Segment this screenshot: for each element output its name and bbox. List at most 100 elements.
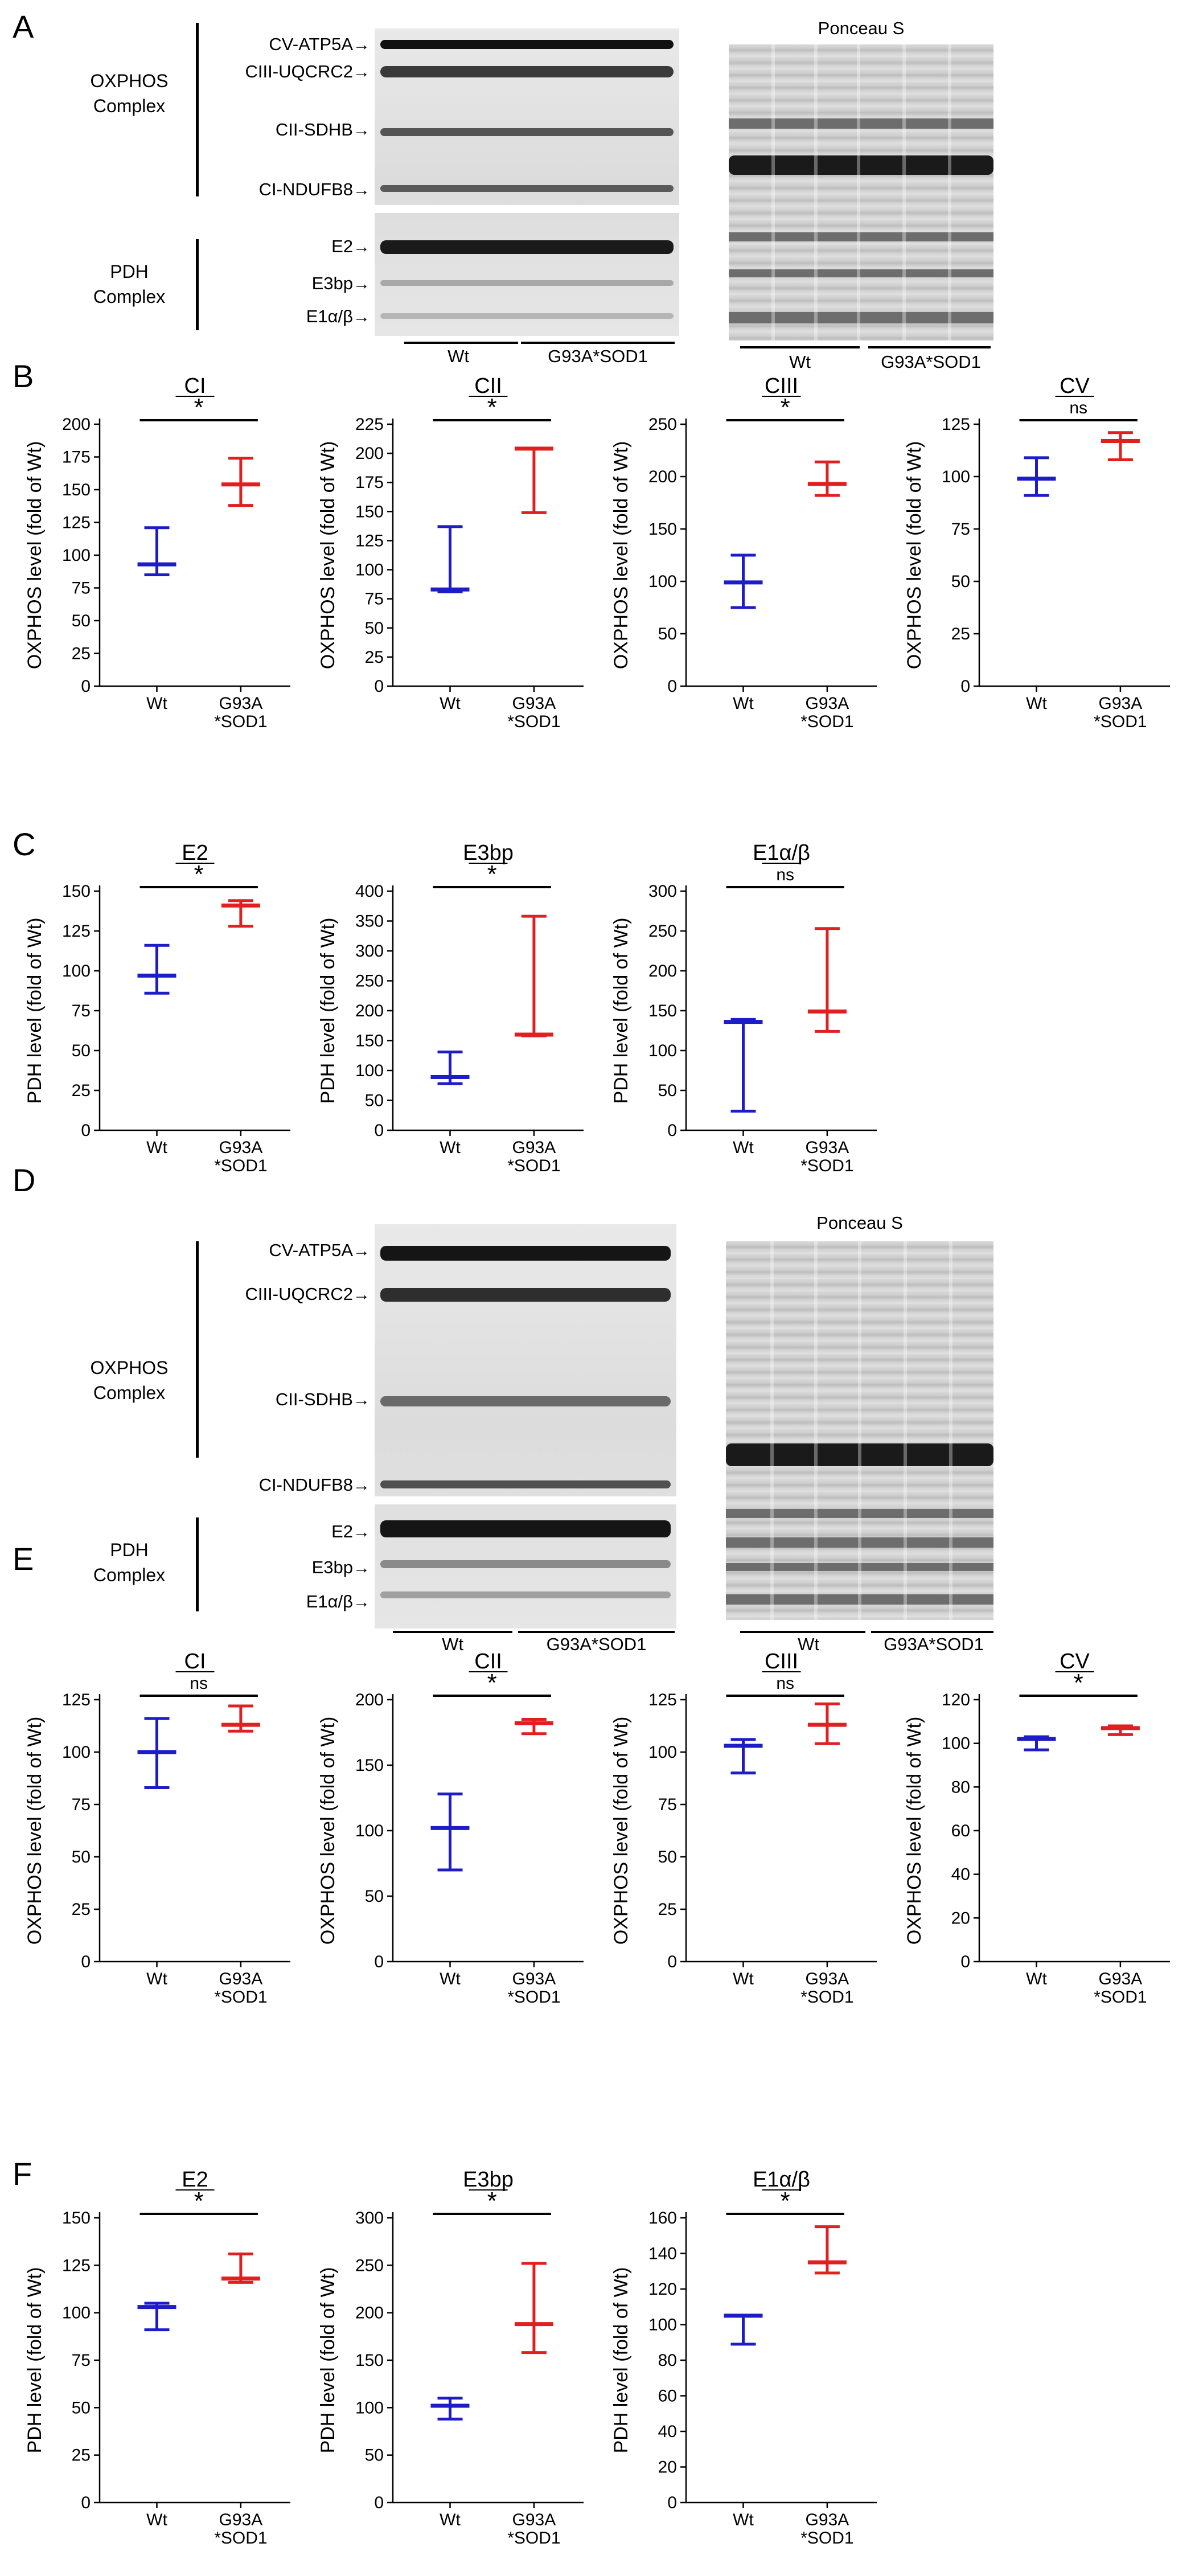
y-tick-label: 0 <box>667 2493 677 2512</box>
lane-label-wt-d: Wt <box>442 1634 463 1654</box>
y-tick-label: 25 <box>72 2446 91 2465</box>
y-axis-label: OXPHOS level (fold of Wt) <box>904 441 925 670</box>
y-tick-label: 50 <box>72 612 91 630</box>
y-tick-label: 25 <box>658 1900 677 1919</box>
x-tick-label: Wt <box>733 1138 754 1157</box>
y-tick-label: 125 <box>942 415 970 434</box>
y-tick-label: 100 <box>355 1822 384 1840</box>
y-tick-label: 100 <box>648 572 677 591</box>
chart-c-e1ab: E1α/βns 0 50 100 150 200 250 300 PDH level (fold… <box>610 841 877 1175</box>
ponceau-image-a <box>729 44 993 341</box>
chart-title: E1α/β <box>753 2168 810 2192</box>
blot-label-cv-d: CV-ATP5A→ <box>269 1240 370 1260</box>
y-tick-label: 100 <box>62 546 91 565</box>
ponceau-image-d <box>726 1241 993 1620</box>
y-tick-label: 50 <box>72 2398 91 2417</box>
chart-b-cii: CII* 0 25 50 75 100 125 150 175 200 225 OXPHOS leve… <box>317 374 584 731</box>
x-tick-label: Wt <box>440 694 461 713</box>
x-tick-label: G93A <box>512 1970 556 1988</box>
panel-letter-f: F <box>13 2156 32 2192</box>
y-tick-label: 100 <box>62 2304 91 2323</box>
y-tick-label: 40 <box>951 1865 970 1884</box>
y-tick-label: 80 <box>951 1778 970 1796</box>
oxphos-bracket <box>196 23 199 196</box>
x-tick-label: G93A <box>512 2511 556 2529</box>
western-blot-image-a <box>375 28 679 336</box>
ponceau-title-d: Ponceau S <box>816 1213 903 1233</box>
y-tick-label: 150 <box>62 481 91 499</box>
panel-letter-d: D <box>13 1162 36 1198</box>
y-tick-label: 0 <box>667 1952 677 1971</box>
ponceau-bar-mut-d <box>871 1631 993 1633</box>
chart-f-e3bp: E3bp* 0 50 100 150 200 250 300 PDH level (fold o… <box>317 2168 584 2548</box>
y-tick-label: 75 <box>72 579 91 598</box>
oxphos-group-label: OXPHOS Complex <box>90 71 169 116</box>
panel-letter-e: E <box>13 1541 34 1577</box>
x-tick-label: Wt <box>146 1138 167 1157</box>
y-tick-label: 150 <box>62 882 91 901</box>
y-tick-label: 200 <box>62 415 91 434</box>
blot-label-cii-d: CII-SDHB→ <box>275 1389 370 1409</box>
panel-letter-b: B <box>13 358 34 394</box>
y-axis-label: OXPHOS level (fold of Wt) <box>904 1717 925 1945</box>
blot-label-e2-d: E2→ <box>331 1521 370 1541</box>
x-tick-label: *SOD1 <box>800 712 853 731</box>
y-tick-label: 50 <box>658 1848 677 1867</box>
pdh-group-label-d: PDH Complex <box>93 1540 166 1585</box>
y-tick-label: 50 <box>72 1041 91 1060</box>
ponceau-lane-wt-a: Wt <box>789 352 811 372</box>
y-tick-label: 0 <box>667 1121 677 1140</box>
ponceau-title-a: Ponceau S <box>818 18 905 38</box>
chart-title: E1α/β <box>753 841 810 865</box>
x-tick-label: *SOD1 <box>507 712 560 731</box>
blot-label-ciii-d: CIII-UQCRC2→ <box>245 1284 370 1304</box>
chart-title: CIII <box>765 374 798 398</box>
y-tick-label: 50 <box>365 619 384 638</box>
y-tick-label: 25 <box>365 648 384 667</box>
significance-label: * <box>781 2187 790 2215</box>
y-tick-label: 250 <box>648 922 677 941</box>
y-tick-label: 100 <box>355 1061 384 1080</box>
ponceau-bar-wt-a <box>740 346 860 348</box>
significance-label: * <box>194 2187 204 2215</box>
ponceau-lane-mut-a: G93A*SOD1 <box>881 352 981 372</box>
y-tick-label: 125 <box>62 1691 91 1709</box>
x-tick-label: Wt <box>1026 1970 1047 1988</box>
y-tick-label: 100 <box>62 962 91 981</box>
chart-e-cv: CV* 0 20 40 60 80 100 120 OXPHOS level (fold of … <box>904 1650 1170 2007</box>
y-tick-label: 50 <box>951 572 970 591</box>
blot-label-cv: CV-ATP5A→ <box>269 34 370 54</box>
y-tick-label: 125 <box>62 514 91 532</box>
x-tick-label: Wt <box>146 2511 167 2529</box>
x-tick-label: G93A <box>806 694 849 713</box>
y-tick-label: 225 <box>355 415 384 434</box>
y-axis-label: OXPHOS level (fold of Wt) <box>24 1717 46 1945</box>
y-tick-label: 100 <box>648 2316 677 2335</box>
y-tick-label: 100 <box>355 561 384 580</box>
lane-label-mut-a: G93A*SOD1 <box>548 346 648 366</box>
x-tick-label: *SOD1 <box>507 1988 560 2007</box>
x-tick-label: G93A <box>1099 694 1143 713</box>
y-tick-label: 0 <box>960 1952 970 1971</box>
chart-b-ci: CI* 0 25 50 75 100 125 150 175 200 OXPHOS level (f… <box>24 374 290 731</box>
lane-label-mut-d: G93A*SOD1 <box>546 1634 647 1654</box>
x-tick-label: G93A <box>219 1970 263 1988</box>
y-tick-label: 175 <box>355 473 384 492</box>
y-tick-label: 50 <box>365 2446 384 2465</box>
lane-label-wt-a: Wt <box>447 346 469 366</box>
y-tick-label: 0 <box>81 1121 91 1140</box>
x-tick-label: G93A <box>219 2511 263 2529</box>
y-tick-label: 100 <box>648 1041 677 1060</box>
panel-letter-c: C <box>13 826 36 862</box>
x-tick-label: G93A <box>219 1138 263 1157</box>
y-tick-label: 300 <box>648 882 677 901</box>
y-tick-label: 200 <box>355 2304 384 2323</box>
chart-title: CI <box>184 374 206 398</box>
y-tick-label: 0 <box>960 677 970 696</box>
chart-f-e2: E2* 0 25 50 75 100 125 150 PDH level (fold of Wt… <box>24 2168 290 2548</box>
significance-label: * <box>1074 1669 1083 1697</box>
y-tick-label: 60 <box>951 1822 970 1840</box>
oxphos-group-label-d: OXPHOS Complex <box>90 1357 169 1403</box>
